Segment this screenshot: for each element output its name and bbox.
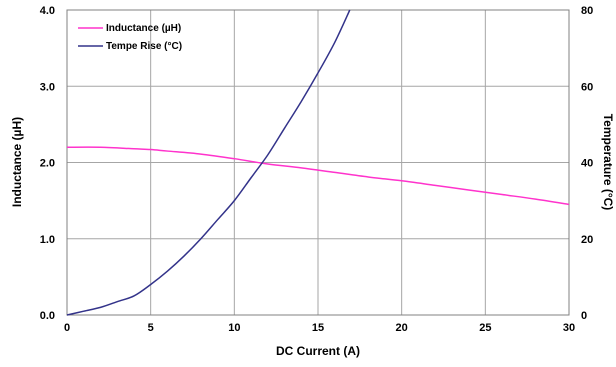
y2-tick-label-0: 0 [581,310,587,322]
y2-tick-label-3: 60 [581,81,593,93]
x-tick-label-4: 20 [396,322,408,334]
y2-axis-title: Temperature (°C) [601,114,615,211]
y-tick-label-3: 3.0 [40,81,55,93]
series-line-inductance [66,146,570,206]
y-tick-label-4: 4.0 [40,5,55,17]
y2-tick-label-2: 40 [581,158,593,170]
x-axis-title: DC Current (A) [276,344,360,358]
x-tick-label-3: 15 [312,322,324,334]
legend-label-temperature: Tempe Rise (°C) [106,41,182,52]
series-line-temperature-rise [66,9,351,316]
x-tick-label-0: 0 [64,322,70,334]
y-tick-label-0: 0.0 [40,310,55,322]
legend-label-inductance: Inductance (µH) [106,23,181,34]
legend: Inductance (µH) Tempe Rise (°C) [78,23,182,52]
y-tick-label-2: 2.0 [40,158,55,170]
x-tick-label-5: 25 [479,322,491,334]
y2-tick-label-1: 20 [581,234,593,246]
y2-tick-label-4: 80 [581,5,593,17]
x-tick-label-6: 30 [563,322,575,334]
tick-labels: 0 5 10 15 20 25 30 0.0 1.0 2.0 3.0 4.0 0 20 40 60 80 [40,5,594,334]
x-tick-label-2: 10 [228,322,240,334]
y-axis-title: Inductance (µH) [10,117,24,207]
plot-border [66,9,570,316]
x-tick-label-1: 5 [148,322,154,334]
y-tick-label-1: 1.0 [40,234,55,246]
series-lines [66,9,570,316]
